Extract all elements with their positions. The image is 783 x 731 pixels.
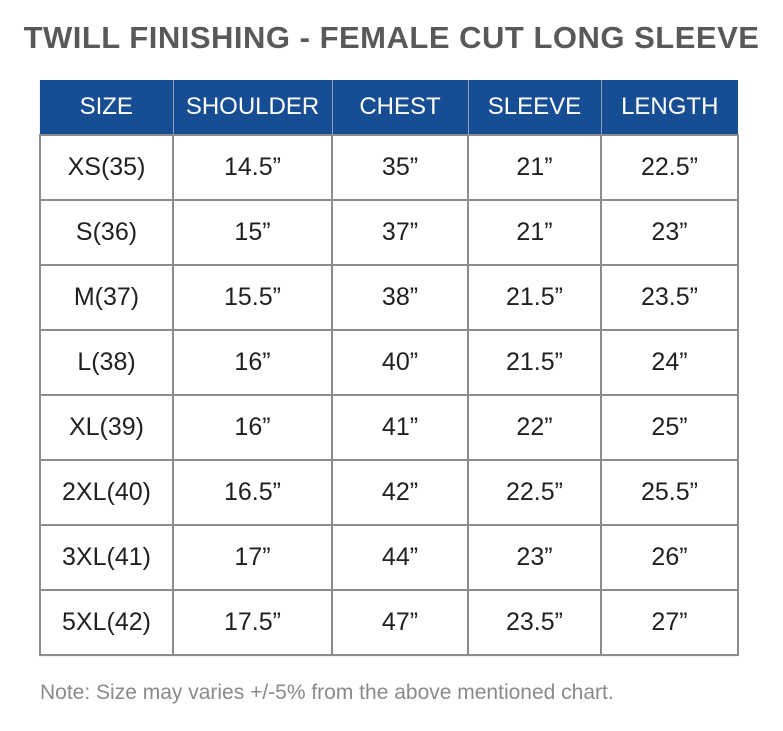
cell-chest: 47” — [332, 590, 469, 656]
cell-shoulder: 16” — [173, 395, 333, 461]
table-row: M(37) 15.5” 38” 21.5” 23.5” — [39, 265, 739, 331]
cell-shoulder: 17” — [173, 525, 333, 591]
cell-chest: 38” — [332, 265, 469, 331]
cell-length: 23.5” — [601, 265, 739, 331]
page-title: TWILL FINISHING - FEMALE CUT LONG SLEEVE — [23, 20, 760, 55]
cell-sleeve: 23” — [468, 525, 602, 591]
cell-shoulder: 15.5” — [173, 265, 333, 331]
header-row: SIZE SHOULDER CHEST SLEEVE LENGTH — [40, 80, 738, 135]
cell-length: 22.5” — [601, 134, 739, 201]
cell-sleeve: 21” — [468, 200, 602, 266]
header-shoulder: SHOULDER — [173, 80, 333, 135]
cell-shoulder: 17.5” — [173, 590, 333, 656]
table-row: S(36) 15” 37” 21” 23” — [39, 200, 739, 266]
cell-length: 25.5” — [601, 460, 739, 526]
table-row: 2XL(40) 16.5” 42” 22.5” 25.5” — [39, 460, 739, 526]
size-note: Note: Size may varies +/-5% from the abo… — [40, 681, 614, 704]
header-chest: CHEST — [332, 80, 469, 135]
cell-shoulder: 14.5” — [173, 134, 333, 201]
cell-sleeve: 22” — [468, 395, 602, 461]
table-row: L(38) 16” 40” 21.5” 24” — [39, 330, 739, 396]
cell-size: S(36) — [39, 200, 174, 266]
cell-length: 27” — [601, 590, 739, 656]
cell-length: 25” — [601, 395, 739, 461]
cell-shoulder: 16.5” — [173, 460, 333, 526]
cell-chest: 42” — [332, 460, 469, 526]
size-chart-table-container: SIZE SHOULDER CHEST SLEEVE LENGTH XS(35)… — [39, 80, 739, 657]
cell-chest: 35” — [332, 134, 469, 201]
cell-length: 23” — [601, 200, 739, 266]
cell-length: 26” — [601, 525, 739, 591]
table-row: XS(35) 14.5” 35” 21” 22.5” — [39, 134, 739, 201]
cell-sleeve: 21.5” — [468, 330, 602, 396]
cell-chest: 37” — [332, 200, 469, 266]
table-body: XS(35) 14.5” 35” 21” 22.5” S(36) 15” 37” 21” 23” M… — [39, 134, 739, 656]
cell-size: XL(39) — [39, 395, 174, 461]
table-row: XL(39) 16” 41” 22” 25” — [39, 395, 739, 461]
cell-sleeve: 21.5” — [468, 265, 602, 331]
cell-size: 5XL(42) — [39, 590, 174, 656]
cell-chest: 41” — [332, 395, 469, 461]
cell-sleeve: 23.5” — [468, 590, 602, 656]
cell-size: 2XL(40) — [39, 460, 174, 526]
cell-shoulder: 15” — [173, 200, 333, 266]
cell-size: 3XL(41) — [39, 525, 174, 591]
header-size: SIZE — [40, 80, 174, 135]
cell-chest: 44” — [332, 525, 469, 591]
cell-size: M(37) — [39, 265, 174, 331]
header-length: LENGTH — [601, 80, 738, 135]
cell-size: L(38) — [39, 330, 174, 396]
table-header: SIZE SHOULDER CHEST SLEEVE LENGTH — [40, 80, 738, 135]
cell-chest: 40” — [332, 330, 469, 396]
header-sleeve: SLEEVE — [468, 80, 602, 135]
cell-length: 24” — [601, 330, 739, 396]
table-row: 5XL(42) 17.5” 47” 23.5” 27” — [39, 590, 739, 656]
cell-shoulder: 16” — [173, 330, 333, 396]
cell-sleeve: 22.5” — [468, 460, 602, 526]
cell-size: XS(35) — [39, 134, 174, 201]
cell-sleeve: 21” — [468, 134, 602, 201]
size-chart-table: SIZE SHOULDER CHEST SLEEVE LENGTH XS(35)… — [39, 80, 739, 656]
table-row: 3XL(41) 17” 44” 23” 26” — [39, 525, 739, 591]
